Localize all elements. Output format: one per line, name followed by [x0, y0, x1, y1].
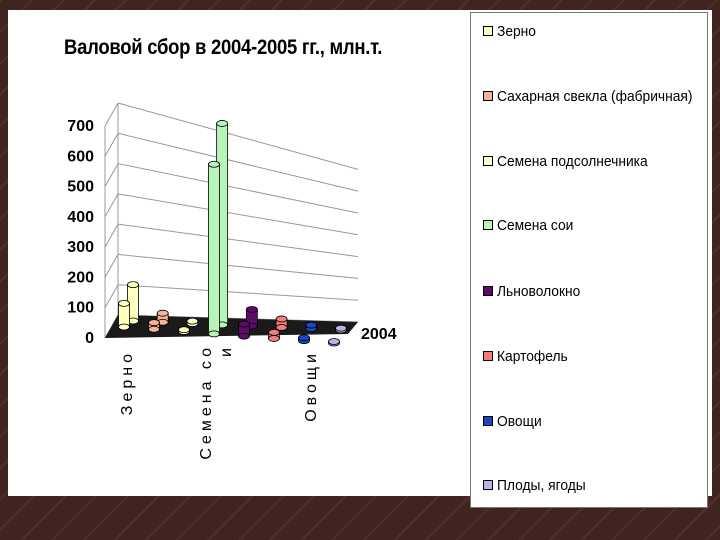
bar-2005-1	[156, 309, 169, 326]
y-tick-label: 0	[85, 330, 94, 347]
bar-2004-7	[328, 338, 340, 347]
bar-2005-2	[186, 317, 199, 327]
legend-swatch	[483, 351, 493, 361]
y-tick-label: 200	[67, 269, 94, 286]
bar-2004-5	[268, 328, 280, 342]
bar-2004-1	[148, 319, 160, 333]
chart-title: Валовой сбор в 2004-2005 гг., млн.т.	[64, 36, 383, 59]
legend-item: Картофель	[483, 346, 574, 366]
gridline-side	[104, 102, 119, 127]
legend-swatch	[483, 26, 493, 36]
depth-axis-label: 2004	[361, 326, 397, 343]
legend-swatch	[483, 480, 493, 490]
legend-item: Сахарная свекла (фабричная)	[483, 86, 709, 106]
legend-label: Сахарная свекла (фабричная)	[497, 87, 693, 105]
y-tick-label: 300	[67, 239, 94, 256]
legend-label: Семена подсолнечника	[497, 152, 648, 170]
legend-item: Семена подсолнечника	[483, 151, 661, 171]
legend-label: Семена сои	[497, 216, 574, 234]
y-tick-label: 600	[67, 148, 94, 165]
gridline-side	[104, 163, 119, 187]
bar-2004-3	[208, 160, 220, 338]
bar-2004-4	[238, 320, 250, 340]
bar-2005-6	[305, 321, 318, 333]
gridline-back	[117, 163, 359, 214]
gridline-back	[117, 102, 359, 170]
legend-label: Овощи	[497, 412, 542, 430]
gridline-back	[117, 284, 359, 301]
chart-plot: 0 100 200 300 400 500 600 700 2004 Зерно Семена с…	[67, 102, 397, 460]
x-category-label: Семена со	[198, 344, 215, 460]
bar-2005-7	[335, 324, 347, 334]
gridline-side	[104, 133, 119, 157]
gridline-side	[104, 284, 119, 308]
y-tick-label: 400	[67, 209, 94, 226]
y-tick-label: 500	[67, 179, 94, 196]
bar-2004-2	[178, 326, 190, 335]
x-category-label: и	[218, 344, 235, 357]
legend-item: Семена сои	[483, 215, 580, 235]
legend-swatch	[483, 220, 493, 230]
legend-item: Овощи	[483, 411, 546, 431]
gridline-side	[104, 254, 119, 278]
legend-label: Плоды, ягоды	[497, 476, 586, 494]
bar-2005-0	[127, 281, 139, 325]
legend-swatch	[483, 156, 493, 166]
y-tick-label: 100	[67, 300, 94, 317]
legend-label: Льноволокно	[497, 282, 581, 300]
chart-floor	[105, 315, 358, 338]
gridline-back	[117, 132, 359, 192]
legend-swatch	[483, 91, 493, 101]
legend-label: Картофель	[497, 347, 568, 365]
gridline-side	[104, 193, 119, 218]
gridline-side	[104, 223, 119, 248]
x-category-label: Зерно	[119, 350, 136, 415]
legend-label: Зерно	[497, 22, 536, 40]
gridline-back	[117, 253, 359, 279]
gridline-back	[117, 193, 359, 236]
legend-swatch	[483, 416, 493, 426]
x-category-label: Овощи	[303, 350, 320, 422]
legend-item: Зерно	[483, 21, 539, 41]
bar-2004-6	[298, 334, 310, 345]
bar-2004-0	[118, 299, 130, 331]
bar-2005-5	[275, 315, 288, 331]
legend-item: Плоды, ягоды	[483, 475, 593, 495]
gridline-back	[117, 223, 359, 258]
y-tick-label: 700	[67, 118, 94, 135]
chart-legend: Зерно Сахарная свекла (фабричная) Семена п…	[470, 12, 708, 508]
legend-item: Льноволокно	[483, 281, 588, 301]
legend-swatch	[483, 286, 493, 296]
